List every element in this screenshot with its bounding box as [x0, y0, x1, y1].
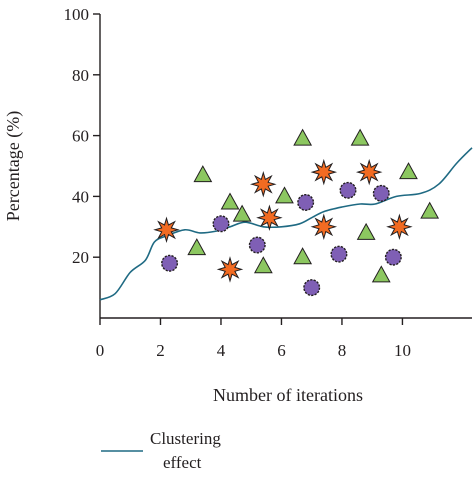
triangle-marker	[399, 162, 418, 180]
star-marker	[256, 204, 283, 231]
circle-marker	[372, 184, 390, 202]
markers-layer	[153, 128, 440, 297]
legend-label-line1: Clustering	[150, 429, 221, 448]
y-tick-label: 20	[72, 248, 89, 267]
triangle-marker	[371, 265, 391, 283]
y-tick-label: 80	[72, 66, 89, 85]
circle-marker	[303, 279, 321, 297]
legend-label-line2: effect	[163, 453, 202, 472]
x-tick-label: 8	[338, 341, 347, 360]
star-marker	[216, 256, 244, 283]
y-tick-label: 60	[72, 127, 89, 146]
y-axis-title: Percentage (%)	[3, 111, 24, 221]
triangle-marker	[356, 222, 376, 240]
triangle-marker	[275, 186, 294, 204]
circle-marker	[330, 245, 348, 263]
x-tick-label: 0	[96, 341, 105, 360]
x-axis-title: Number of iterations	[213, 385, 363, 405]
circle-marker	[161, 254, 179, 272]
y-tick-label: 40	[72, 187, 89, 206]
axes	[99, 14, 472, 319]
triangle-marker	[193, 165, 213, 183]
triangle-marker	[253, 256, 273, 274]
circle-marker	[384, 248, 402, 266]
star-marker	[310, 158, 338, 186]
x-tick-label: 10	[394, 341, 411, 360]
x-tick-label: 2	[156, 341, 165, 360]
x-tick-label: 4	[217, 341, 226, 360]
y-tick-label: 100	[64, 5, 90, 24]
circle-marker	[339, 181, 357, 199]
star-marker	[250, 170, 277, 198]
circle-marker	[297, 193, 315, 211]
plot-line-layer	[99, 147, 473, 301]
triangle-marker	[293, 247, 313, 265]
triangle-marker	[420, 201, 440, 219]
circle-marker	[248, 236, 266, 254]
x-tick-label: 6	[277, 341, 286, 360]
legend: Clustering effect	[101, 429, 221, 472]
star-marker	[355, 158, 383, 186]
clustering-effect-line	[99, 147, 473, 301]
star-marker	[310, 213, 338, 241]
triangle-marker	[232, 204, 252, 222]
star-marker	[386, 213, 413, 241]
triangle-marker	[220, 192, 240, 210]
triangle-marker	[350, 128, 370, 146]
ticks	[93, 13, 404, 325]
triangle-marker	[187, 238, 207, 256]
star-marker	[153, 216, 180, 244]
tick-labels: 20 40 60 80 100 0 2 4 6 8 10	[64, 5, 411, 360]
triangle-marker	[293, 128, 313, 146]
circle-marker	[212, 215, 230, 233]
